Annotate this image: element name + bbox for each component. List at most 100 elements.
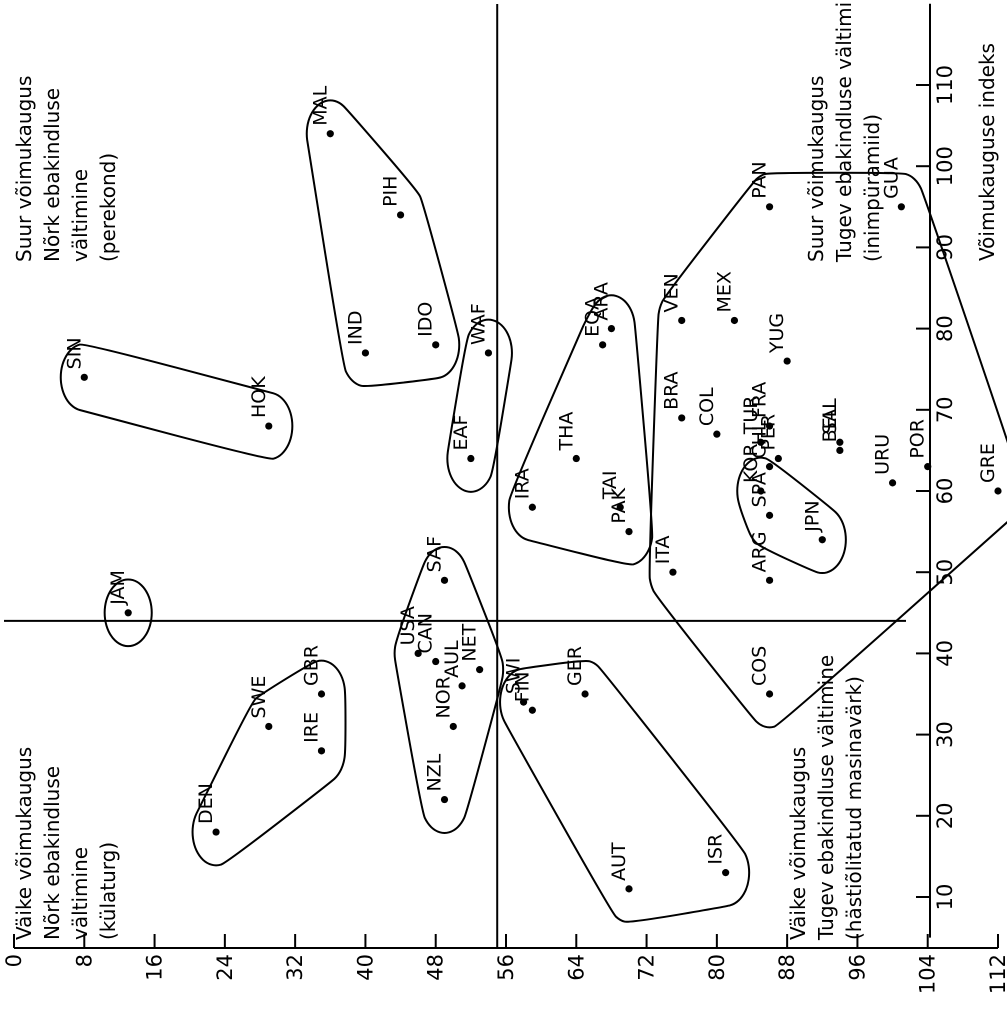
y-tick-label-112: 112 — [986, 954, 1007, 994]
group-regions — [59, 99, 1007, 923]
point-ger — [581, 690, 589, 698]
point-label-swi: SWI — [503, 658, 525, 694]
quadrant-label-3-line-3: (hästiõlitatud masinavärk) — [842, 676, 866, 940]
point-label-net: NET — [459, 623, 481, 661]
point-can — [432, 657, 440, 666]
quadrant-label-2-line-2: Nõrk ebakindluse — [40, 88, 64, 262]
group-region-5 — [499, 659, 751, 923]
quadrant-dividers — [4, 4, 906, 948]
point-tai — [616, 503, 624, 511]
x-tick-label-20: 20 — [933, 802, 957, 829]
point-label-mex: MEX — [713, 271, 735, 312]
quadrant-label-1-line-1: Väike võimukaugus — [12, 747, 36, 940]
point-label-ire: IRE — [301, 712, 323, 743]
group-region-6 — [446, 318, 513, 493]
group-region-9 — [736, 456, 847, 575]
point-gre — [994, 487, 1002, 495]
point-label-saf: SAF — [424, 536, 446, 572]
point-swe — [265, 722, 273, 731]
point-label-yug: YUG — [766, 313, 788, 354]
point-por — [924, 463, 932, 471]
x-tick-label-50: 50 — [933, 559, 957, 586]
point-ire — [317, 747, 326, 755]
point-label-sin: SIN — [63, 337, 85, 369]
group-region-4 — [393, 545, 505, 834]
y-tick-label-40: 40 — [353, 954, 377, 981]
point-swi — [519, 698, 528, 706]
y-tick-label-8: 8 — [72, 954, 96, 967]
x-tick-label-40: 40 — [933, 640, 957, 667]
group-region-3 — [59, 343, 294, 460]
point-bra — [678, 414, 686, 422]
point-ira — [528, 503, 536, 511]
point-label-eqa: EQA — [582, 297, 604, 337]
point-waf — [484, 349, 493, 357]
point-label-mal: MAL — [309, 85, 331, 125]
point-label-aul: AUL — [441, 640, 463, 678]
point-mal — [326, 130, 334, 138]
x-tick-label-10: 10 — [933, 884, 957, 911]
point-label-chl: CHL — [749, 420, 771, 459]
point-ita — [669, 568, 677, 576]
point-ven — [678, 316, 686, 325]
group-region-7 — [305, 99, 461, 388]
point-mex — [730, 316, 739, 325]
quadrant-label-1-line-3: vältimine — [68, 847, 92, 940]
point-label-bra: BRA — [661, 371, 683, 409]
quadrant-label-2-line-1: Suur võimukaugus — [12, 76, 36, 262]
point-yug — [783, 357, 791, 365]
x-tick-label-100: 100 — [933, 146, 957, 186]
point-label-ita: ITA — [652, 535, 674, 564]
point-eqa — [599, 341, 607, 349]
point-label-gua: GUA — [880, 157, 902, 199]
point-isr — [722, 869, 730, 877]
point-label-tha: THA — [555, 412, 577, 452]
quadrant-label-1-line-2: Nõrk ebakindluse — [40, 766, 64, 940]
group-region-2 — [103, 578, 153, 648]
point-fra — [765, 422, 774, 430]
x-tick-label-80: 80 — [933, 315, 957, 342]
y-tick-label-80: 80 — [705, 954, 729, 981]
y-tick-label-48: 48 — [424, 954, 448, 981]
point-label-ara: ARA — [590, 282, 612, 320]
point-gbr — [317, 690, 326, 698]
point-label-isr: ISR — [705, 834, 727, 865]
y-tick-label-0: 0 — [2, 954, 26, 967]
point-label-col: COL — [696, 387, 718, 426]
point-cos — [765, 690, 774, 698]
point-aut — [625, 885, 633, 893]
y-tick-label-104: 104 — [916, 954, 940, 994]
point-tha — [572, 454, 580, 463]
y-tick-label-16: 16 — [143, 954, 167, 981]
point-ind — [361, 349, 370, 357]
point-label-ind: IND — [344, 311, 366, 345]
quadrant-label-3-line-1: Väike võimukaugus — [786, 747, 810, 940]
point-net — [476, 666, 484, 674]
point-kor — [757, 487, 765, 495]
point-sin — [80, 373, 88, 381]
y-tick-label-64: 64 — [564, 954, 588, 981]
point-label-jam: JAM — [107, 570, 129, 606]
point-label-jpn: JPN — [801, 500, 823, 532]
point-label-can: CAN — [415, 613, 437, 653]
y-tick-label-32: 32 — [283, 954, 307, 981]
point-label-fra: FRA — [749, 382, 771, 418]
point-label-pih: PIH — [380, 176, 402, 207]
x-tick-label-70: 70 — [933, 396, 957, 423]
point-fin — [528, 706, 536, 714]
point-nor — [449, 722, 457, 731]
y-tick-label-88: 88 — [775, 954, 799, 981]
point-label-sal: SAL — [819, 398, 841, 434]
x-tick-label-90: 90 — [933, 234, 957, 261]
point-label-nor: NOR — [432, 676, 454, 718]
point-label-nzl: NZL — [424, 753, 446, 791]
point-hok — [265, 422, 273, 430]
y-tick-label-96: 96 — [845, 954, 869, 981]
point-label-tai: TAI — [599, 471, 621, 501]
point-label-aut: AUT — [608, 842, 630, 881]
x-tick-label-30: 30 — [933, 721, 957, 748]
point-bel — [836, 446, 844, 454]
point-label-den: DEN — [195, 783, 217, 824]
point-label-pan: PAN — [749, 161, 771, 198]
